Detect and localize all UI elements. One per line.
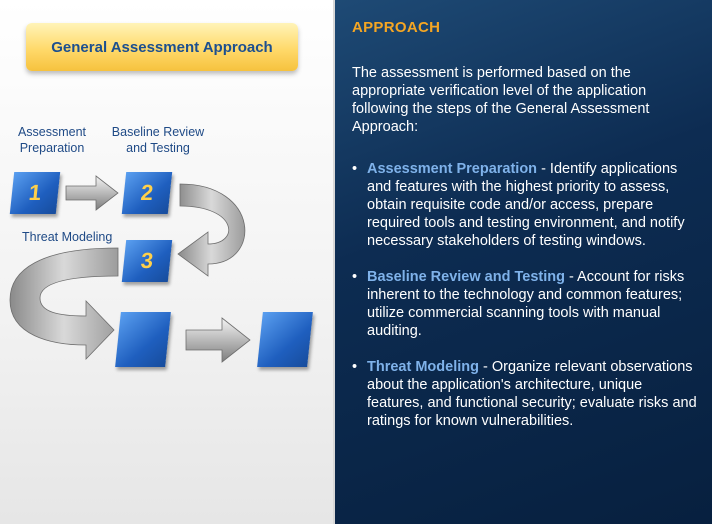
list-item-text: - Identify applications and features wit… bbox=[367, 161, 685, 249]
final-box bbox=[257, 312, 313, 367]
diagram-panel: General Assessment Approach Assessment P… bbox=[0, 0, 333, 524]
panel-divider bbox=[333, 0, 335, 524]
list-item-term: Baseline Review and Testing bbox=[367, 269, 565, 285]
curved-arrow-icon bbox=[9, 247, 119, 360]
diagram-title: General Assessment Approach bbox=[26, 23, 298, 71]
step-box-1: 1 bbox=[9, 172, 61, 214]
u-turn-arrow-icon bbox=[177, 183, 246, 277]
approach-panel: APPROACH The assessment is performed bas… bbox=[335, 0, 712, 524]
step-label-baseline-review: Baseline Review and Testing bbox=[111, 125, 205, 155]
list-item-threat-modeling: Threat Modeling - Organize relevant obse… bbox=[352, 358, 697, 430]
result-box bbox=[115, 312, 171, 367]
list-item-text: - Account for risks inherent to the tech… bbox=[367, 269, 685, 339]
list-item-assessment-preparation: Assessment Preparation - Identify applic… bbox=[352, 160, 697, 250]
approach-heading: APPROACH bbox=[352, 19, 441, 36]
approach-intro: The assessment is performed based on the… bbox=[352, 65, 650, 135]
step-box-2: 2 bbox=[121, 172, 173, 214]
step-label-threat-modeling: Threat Modeling bbox=[22, 230, 113, 244]
list-item-term: Threat Modeling bbox=[367, 359, 479, 375]
step-label-assessment-preparation: Assessment Preparation bbox=[17, 125, 87, 155]
arrow-right-icon bbox=[65, 175, 119, 211]
arrow-right-icon bbox=[185, 317, 251, 363]
flow-arrows bbox=[9, 175, 251, 363]
list-item-term: Assessment Preparation bbox=[367, 161, 538, 177]
list-item-text: - Organize relevant observations about t… bbox=[367, 359, 697, 429]
step-box-3: 3 bbox=[121, 240, 173, 282]
approach-list: Assessment Preparation - Identify applic… bbox=[352, 160, 697, 448]
list-item-baseline-review: Baseline Review and Testing - Account fo… bbox=[352, 268, 697, 340]
